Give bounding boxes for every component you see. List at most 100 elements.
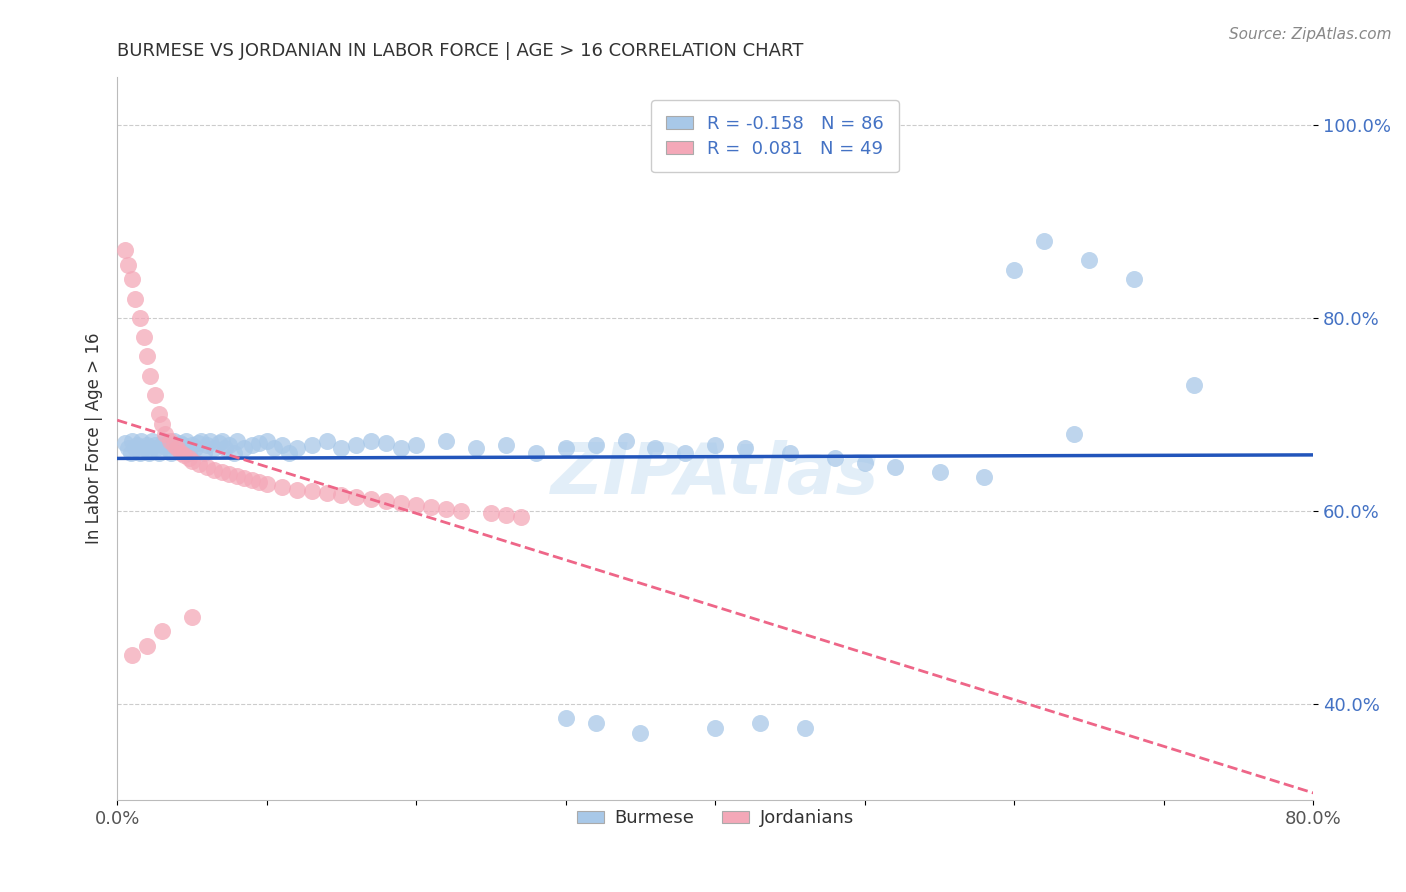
Point — [450, 504, 472, 518]
Point — [315, 486, 337, 500]
Point — [263, 441, 285, 455]
Point — [218, 467, 240, 482]
Point — [344, 438, 367, 452]
Point — [143, 438, 166, 452]
Point — [153, 426, 176, 441]
Point — [139, 368, 162, 383]
Point — [132, 330, 155, 344]
Point — [163, 434, 186, 449]
Point — [704, 438, 727, 452]
Point — [138, 446, 160, 460]
Point — [794, 721, 817, 735]
Point — [121, 648, 143, 663]
Point — [166, 441, 188, 455]
Point — [195, 438, 218, 452]
Point — [121, 272, 143, 286]
Point — [136, 438, 159, 452]
Point — [143, 388, 166, 402]
Point — [121, 434, 143, 449]
Point — [1002, 262, 1025, 277]
Point — [166, 441, 188, 455]
Point — [114, 436, 136, 450]
Point — [177, 446, 200, 460]
Point — [150, 438, 173, 452]
Point — [495, 438, 517, 452]
Point — [1182, 378, 1205, 392]
Point — [256, 476, 278, 491]
Point — [124, 441, 146, 455]
Point — [360, 492, 382, 507]
Point — [198, 434, 221, 449]
Point — [172, 438, 194, 452]
Point — [301, 484, 323, 499]
Text: Source: ZipAtlas.com: Source: ZipAtlas.com — [1229, 27, 1392, 42]
Point — [202, 463, 225, 477]
Point — [181, 453, 204, 467]
Point — [330, 488, 353, 502]
Point — [163, 438, 186, 452]
Legend: Burmese, Jordanians: Burmese, Jordanians — [569, 802, 860, 835]
Point — [524, 446, 547, 460]
Point — [188, 458, 211, 472]
Point — [202, 441, 225, 455]
Point — [240, 438, 263, 452]
Point — [1033, 234, 1056, 248]
Point — [1063, 426, 1085, 441]
Point — [554, 711, 576, 725]
Point — [614, 434, 637, 449]
Point — [141, 434, 163, 449]
Point — [301, 438, 323, 452]
Point — [128, 446, 150, 460]
Point — [420, 500, 443, 514]
Point — [247, 475, 270, 489]
Point — [150, 624, 173, 639]
Point — [405, 438, 427, 452]
Point — [585, 716, 607, 731]
Point — [170, 446, 193, 460]
Point — [225, 434, 247, 449]
Point — [218, 438, 240, 452]
Point — [145, 441, 167, 455]
Point — [853, 456, 876, 470]
Point — [193, 446, 215, 460]
Point — [673, 446, 696, 460]
Point — [389, 441, 412, 455]
Point — [195, 460, 218, 475]
Point — [360, 434, 382, 449]
Point — [211, 465, 233, 479]
Point — [214, 441, 236, 455]
Point — [124, 292, 146, 306]
Point — [187, 436, 209, 450]
Point — [169, 436, 191, 450]
Point — [174, 434, 197, 449]
Point — [160, 446, 183, 460]
Point — [233, 441, 256, 455]
Point — [749, 716, 772, 731]
Point — [585, 438, 607, 452]
Point — [247, 436, 270, 450]
Point — [233, 471, 256, 485]
Point — [211, 434, 233, 449]
Text: BURMESE VS JORDANIAN IN LABOR FORCE | AGE > 16 CORRELATION CHART: BURMESE VS JORDANIAN IN LABOR FORCE | AG… — [117, 42, 804, 60]
Point — [136, 639, 159, 653]
Point — [434, 434, 457, 449]
Point — [883, 460, 905, 475]
Point — [240, 473, 263, 487]
Point — [630, 725, 652, 739]
Point — [644, 441, 666, 455]
Point — [173, 448, 195, 462]
Point — [405, 498, 427, 512]
Point — [157, 438, 180, 452]
Point — [148, 407, 170, 421]
Point — [128, 310, 150, 325]
Point — [315, 434, 337, 449]
Point — [479, 506, 502, 520]
Point — [928, 465, 950, 479]
Point — [554, 441, 576, 455]
Point — [150, 417, 173, 431]
Point — [181, 610, 204, 624]
Point — [114, 244, 136, 258]
Point — [125, 438, 148, 452]
Point — [330, 441, 353, 455]
Point — [1122, 272, 1144, 286]
